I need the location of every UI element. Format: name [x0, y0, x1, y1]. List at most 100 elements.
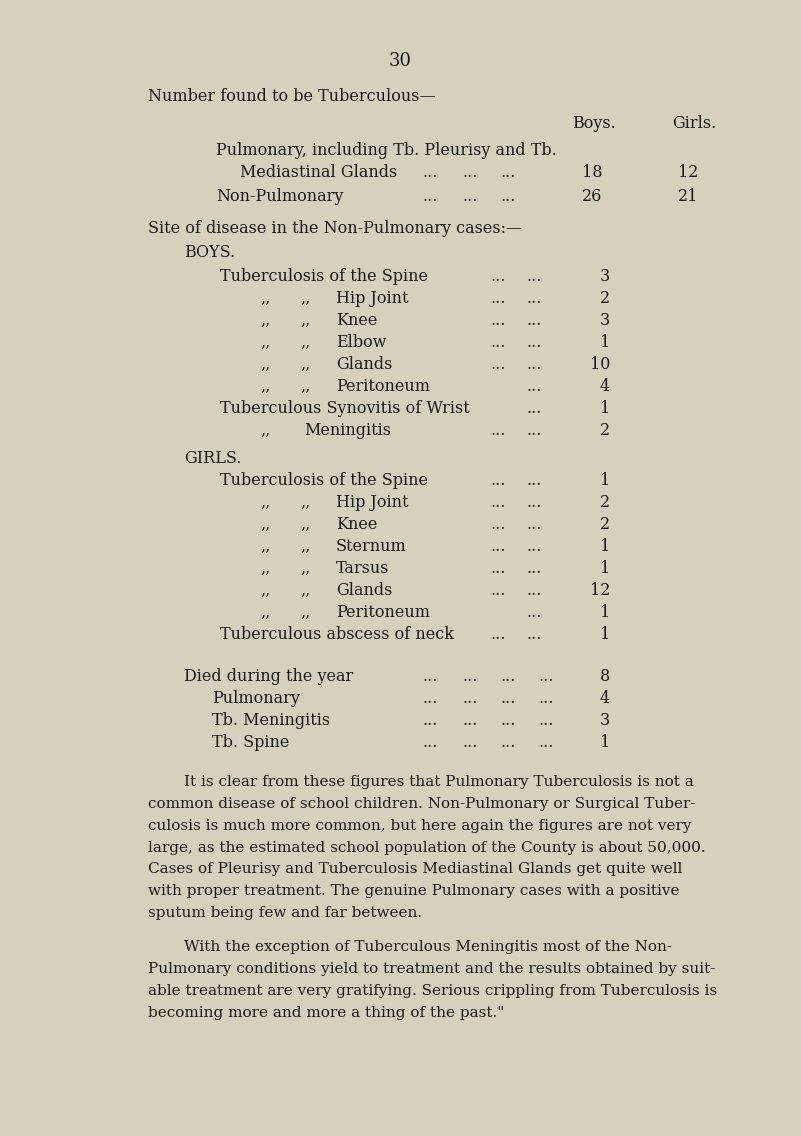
Text: ...: ... [462, 164, 477, 181]
Text: ...: ... [462, 187, 477, 204]
Text: ...: ... [526, 421, 541, 438]
Text: ...: ... [526, 538, 541, 556]
Text: ,,: ,, [260, 356, 270, 373]
Text: ,,: ,, [300, 378, 310, 395]
Text: Tb. Meningitis: Tb. Meningitis [212, 712, 330, 729]
Text: Died during the year: Died during the year [184, 668, 353, 685]
Text: ...: ... [526, 378, 541, 395]
Text: 1: 1 [600, 471, 610, 488]
Text: ...: ... [422, 712, 437, 729]
Text: with proper treatment. The genuine Pulmonary cases with a positive: with proper treatment. The genuine Pulmo… [148, 884, 679, 897]
Text: 12: 12 [678, 164, 698, 181]
Text: Site of disease in the Non-Pulmonary cases:—: Site of disease in the Non-Pulmonary cas… [148, 220, 522, 237]
Text: Hip Joint: Hip Joint [336, 494, 409, 511]
Text: Knee: Knee [336, 516, 377, 533]
Text: ...: ... [526, 356, 541, 373]
Text: 1: 1 [600, 334, 610, 351]
Text: 2: 2 [600, 290, 610, 307]
Text: ...: ... [422, 734, 437, 751]
Text: 1: 1 [600, 626, 610, 643]
Text: 2: 2 [600, 494, 610, 511]
Text: ,,: ,, [300, 604, 310, 621]
Text: ...: ... [526, 494, 541, 511]
Text: ...: ... [462, 712, 477, 729]
Text: 4: 4 [600, 690, 610, 707]
Text: ...: ... [526, 471, 541, 488]
Text: culosis is much more common, but here again the figures are not very: culosis is much more common, but here ag… [148, 819, 691, 833]
Text: ...: ... [462, 690, 477, 707]
Text: common disease of school children. Non-Pulmonary or Surgical Tuber-: common disease of school children. Non-P… [148, 797, 695, 811]
Text: ...: ... [490, 312, 505, 329]
Text: Tuberculosis of the Spine: Tuberculosis of the Spine [220, 471, 428, 488]
Text: 1: 1 [600, 560, 610, 577]
Text: ,,: ,, [300, 538, 310, 556]
Text: ...: ... [490, 560, 505, 577]
Text: 12: 12 [590, 582, 610, 599]
Text: Peritoneum: Peritoneum [336, 604, 430, 621]
Text: BOYS.: BOYS. [184, 244, 235, 261]
Text: 1: 1 [600, 400, 610, 417]
Text: ...: ... [490, 538, 505, 556]
Text: Elbow: Elbow [336, 334, 387, 351]
Text: Non-Pulmonary: Non-Pulmonary [216, 187, 344, 204]
Text: 3: 3 [600, 268, 610, 285]
Text: 1: 1 [600, 604, 610, 621]
Text: ...: ... [500, 187, 515, 204]
Text: Tuberculous Synovitis of Wrist: Tuberculous Synovitis of Wrist [220, 400, 469, 417]
Text: ...: ... [526, 268, 541, 285]
Text: ...: ... [538, 668, 553, 685]
Text: Mediastinal Glands: Mediastinal Glands [240, 164, 397, 181]
Text: ...: ... [526, 604, 541, 621]
Text: ...: ... [490, 268, 505, 285]
Text: ...: ... [490, 334, 505, 351]
Text: Glands: Glands [336, 356, 392, 373]
Text: Hip Joint: Hip Joint [336, 290, 409, 307]
Text: ...: ... [538, 734, 553, 751]
Text: ,,: ,, [300, 516, 310, 533]
Text: Glands: Glands [336, 582, 392, 599]
Text: GIRLS.: GIRLS. [184, 450, 241, 467]
Text: ,,: ,, [300, 494, 310, 511]
Text: large, as the estimated school population of the County is about 50,000.: large, as the estimated school populatio… [148, 841, 706, 855]
Text: Sternum: Sternum [336, 538, 407, 556]
Text: Tb. Spine: Tb. Spine [212, 734, 289, 751]
Text: 3: 3 [600, 312, 610, 329]
Text: able treatment are very gratifying. Serious crippling from Tuberculosis is: able treatment are very gratifying. Seri… [148, 984, 717, 999]
Text: 30: 30 [389, 52, 412, 70]
Text: ...: ... [500, 668, 515, 685]
Text: ...: ... [490, 290, 505, 307]
Text: ...: ... [462, 734, 477, 751]
Text: ...: ... [490, 516, 505, 533]
Text: ,,: ,, [260, 560, 270, 577]
Text: ,,: ,, [260, 378, 270, 395]
Text: ...: ... [422, 690, 437, 707]
Text: Number found to be Tuberculous—: Number found to be Tuberculous— [148, 87, 436, 105]
Text: Tuberculous abscess of neck: Tuberculous abscess of neck [220, 626, 454, 643]
Text: becoming more and more a thing of the past.": becoming more and more a thing of the pa… [148, 1006, 505, 1020]
Text: ...: ... [538, 690, 553, 707]
Text: ,,: ,, [300, 582, 310, 599]
Text: ...: ... [526, 582, 541, 599]
Text: sputum being few and far between.: sputum being few and far between. [148, 907, 422, 920]
Text: ...: ... [422, 164, 437, 181]
Text: 21: 21 [678, 187, 698, 204]
Text: ...: ... [490, 626, 505, 643]
Text: ,,: ,, [260, 516, 270, 533]
Text: 1: 1 [600, 538, 610, 556]
Text: ...: ... [526, 516, 541, 533]
Text: ,,: ,, [300, 290, 310, 307]
Text: Pulmonary: Pulmonary [212, 690, 300, 707]
Text: 18: 18 [582, 164, 602, 181]
Text: ...: ... [526, 400, 541, 417]
Text: Tarsus: Tarsus [336, 560, 389, 577]
Text: ...: ... [500, 690, 515, 707]
Text: 2: 2 [600, 421, 610, 438]
Text: ...: ... [490, 421, 505, 438]
Text: ,,: ,, [260, 538, 270, 556]
Text: It is clear from these figures that Pulmonary Tuberculosis is not a: It is clear from these figures that Pulm… [184, 775, 694, 790]
Text: ...: ... [526, 626, 541, 643]
Text: ...: ... [422, 668, 437, 685]
Text: ...: ... [490, 494, 505, 511]
Text: ...: ... [538, 712, 553, 729]
Text: ...: ... [526, 560, 541, 577]
